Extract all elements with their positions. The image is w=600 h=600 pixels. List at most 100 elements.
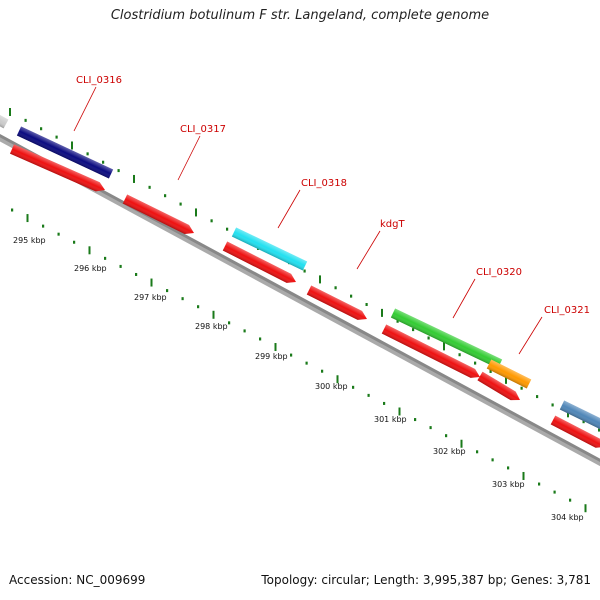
map-title: Clostridium botulinum F str. Langeland, … [110,8,490,23]
label-leader-line [277,189,301,229]
kbp-label: 302 kbp [433,447,466,456]
outer-tick [443,342,445,351]
kbp-label: 304 kbp [551,513,584,522]
kbp-label: 301 kbp [374,415,407,424]
outer-tick [195,208,197,217]
inner-tick [197,305,200,309]
outer-tick [71,141,73,150]
inner-tick [26,214,29,223]
outer-tick [148,185,151,189]
cds-arrow-next [550,415,600,448]
gene-bar-CLI_0318 [231,227,308,271]
kbp-label: 300 kbp [315,382,348,391]
inner-tick [88,246,91,255]
outer-tick [303,269,306,273]
inner-tick [212,310,215,319]
outer-tick [117,169,120,173]
outer-tick [179,202,182,206]
outer-tick [164,194,167,198]
outer-tick [474,361,477,365]
gene-label-CLI_0320: CLI_0320 [476,267,522,278]
inner-tick [584,504,587,513]
outer-tick [427,336,430,340]
inner-tick [507,466,510,470]
outer-tick [24,118,27,122]
outer-tick [350,294,353,298]
label-leader-line [518,316,543,355]
inner-tick [445,434,448,438]
inner-tick [553,490,556,494]
outer-tick [133,174,135,183]
cds-arrow-CLI_0316 [9,144,105,192]
inner-tick [274,343,277,352]
gene-label-CLI_0316: CLI_0316 [76,75,122,86]
outer-tick [334,286,337,290]
inner-tick [305,361,308,365]
feature-track [0,113,600,448]
gene-label-CLI_0321: CLI_0321 [544,305,590,316]
inner-tick [42,224,45,228]
inner-tick [166,289,169,293]
cds-arrow-CLI_0320 [381,324,480,378]
inner-tick [321,369,324,373]
gene-bar-CLI_0321 [486,359,532,389]
outer-tick [458,353,461,357]
outer-tick [582,420,585,424]
kbp-label: 296 kbp [74,264,107,273]
inner-tick [135,272,138,276]
inner-tick-track [11,208,587,513]
inner-tick [460,439,463,448]
inner-tick [228,321,231,325]
inner-tick [491,458,494,462]
topology-text: Topology: circular; Length: 3,995,387 bp… [261,573,591,587]
cds-arrow-CLI_0317 [122,194,194,234]
label-leader-line [356,230,381,270]
inner-tick [398,407,401,416]
gene-bar-CLI_0316 [16,126,114,179]
inner-tick [73,240,76,244]
cds-arrow-CLI_0318 [222,241,297,283]
label-leader-line [452,278,476,319]
cds-arrow-kdgT [306,285,367,320]
gene-bar-prev [0,113,9,129]
inner-tick [259,337,262,341]
kbp-label: 297 kbp [134,293,167,302]
inner-tick [57,232,60,236]
outer-tick [598,428,600,432]
inner-tick [476,450,479,454]
outer-tick [505,375,507,384]
gene-label-CLI_0317: CLI_0317 [180,124,226,135]
outer-tick [102,160,105,164]
outer-tick [381,308,383,317]
outer-tick [396,319,399,323]
inner-tick [352,385,355,389]
inner-tick [367,393,370,397]
inner-tick [11,208,14,212]
outer-tick [210,219,213,223]
inner-tick [243,329,246,333]
kbp-label: 298 kbp [195,322,228,331]
inner-tick [522,471,525,480]
kbp-label: 295 kbp [13,236,46,245]
gene-label-kdgT: kdgT [380,219,405,230]
outer-tick [365,303,368,307]
gene-bar-next [559,400,600,431]
inner-tick [569,498,572,502]
inner-tick [104,256,107,260]
outer-tick [55,135,58,139]
inner-tick [336,375,339,384]
label-leader-line [73,86,97,132]
outer-tick [489,369,492,373]
gene-labels: CLI_0316 CLI_0317 CLI_0318 kdgT CLI_0320 CLI_… [73,75,590,355]
outer-tick [319,275,321,284]
inner-tick [119,264,122,268]
outer-tick [40,127,43,131]
outer-tick [9,108,11,116]
label-leader-line [177,135,201,181]
outer-tick [86,152,89,156]
inner-tick [414,418,417,422]
outer-tick [226,227,229,231]
kbp-label: 299 kbp [255,352,288,361]
inner-tick [429,426,432,430]
outer-tick [551,403,554,407]
